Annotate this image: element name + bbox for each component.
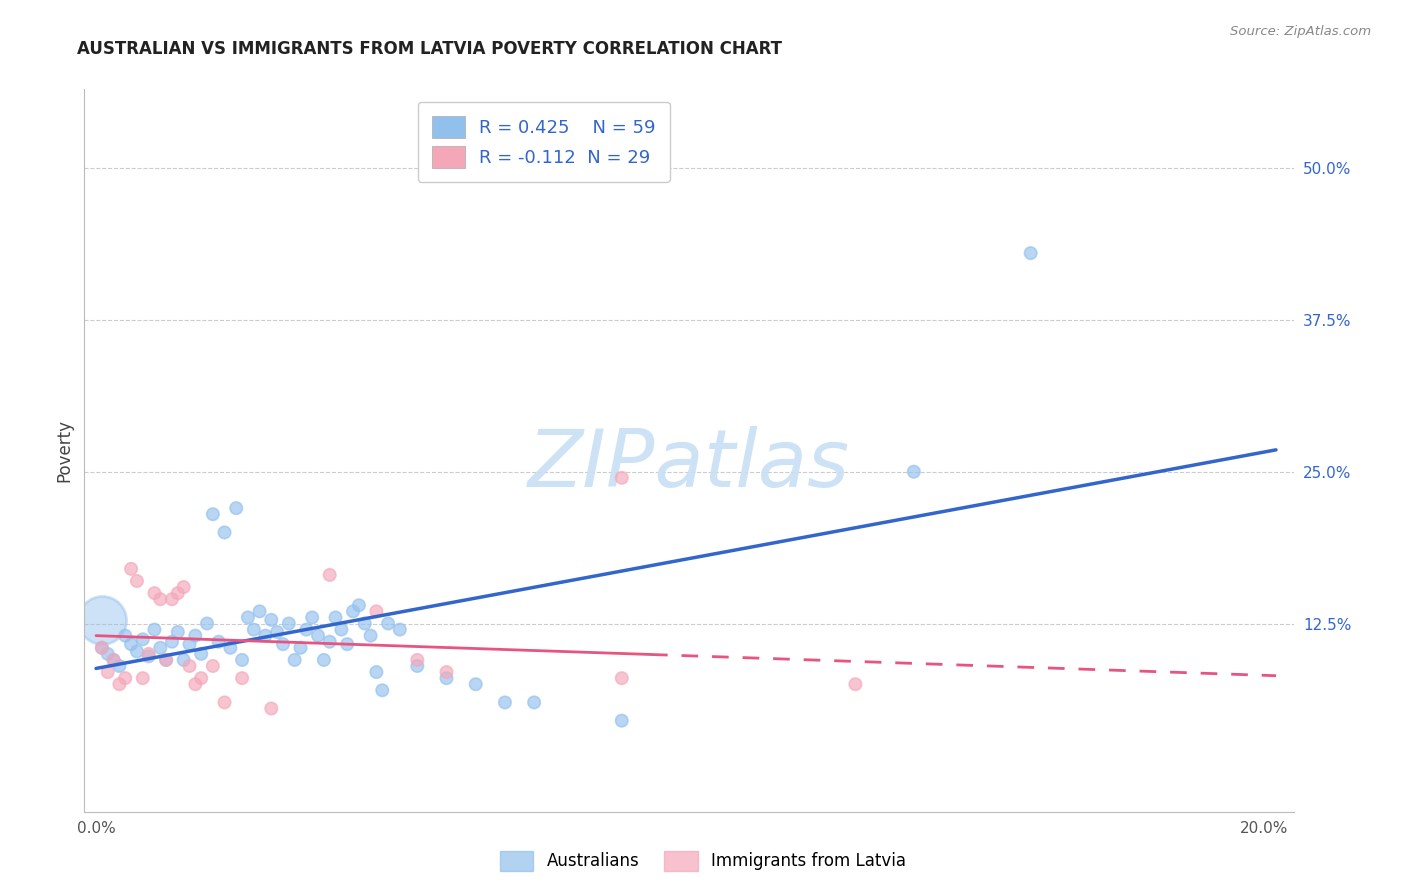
Point bbox=[201, 659, 224, 673]
Point bbox=[103, 653, 125, 667]
Point bbox=[464, 677, 486, 691]
Point bbox=[260, 701, 283, 715]
Point bbox=[143, 623, 166, 637]
Point bbox=[132, 671, 155, 685]
Point bbox=[103, 653, 125, 667]
Point bbox=[108, 677, 131, 691]
Point bbox=[494, 695, 516, 709]
Point bbox=[190, 671, 212, 685]
Point bbox=[90, 640, 112, 655]
Point bbox=[231, 653, 253, 667]
Point bbox=[249, 604, 271, 618]
Point bbox=[353, 616, 375, 631]
Point bbox=[225, 501, 247, 516]
Point bbox=[236, 610, 259, 624]
Point bbox=[290, 640, 312, 655]
Point bbox=[347, 599, 370, 613]
Point bbox=[436, 671, 458, 685]
Point bbox=[125, 574, 148, 588]
Point bbox=[173, 580, 195, 594]
Point bbox=[277, 616, 299, 631]
Point bbox=[360, 629, 382, 643]
Point bbox=[184, 629, 207, 643]
Point bbox=[844, 677, 866, 691]
Point bbox=[190, 647, 212, 661]
Y-axis label: Poverty: Poverty bbox=[55, 419, 73, 482]
Point bbox=[114, 671, 136, 685]
Point bbox=[149, 640, 172, 655]
Point bbox=[325, 610, 347, 624]
Point bbox=[132, 632, 155, 647]
Point bbox=[108, 659, 131, 673]
Point bbox=[184, 677, 207, 691]
Text: ZIPatlas: ZIPatlas bbox=[527, 425, 851, 504]
Point bbox=[97, 665, 120, 679]
Text: AUSTRALIAN VS IMMIGRANTS FROM LATVIA POVERTY CORRELATION CHART: AUSTRALIAN VS IMMIGRANTS FROM LATVIA POV… bbox=[77, 40, 782, 58]
Point bbox=[160, 592, 183, 607]
Point bbox=[1019, 246, 1042, 260]
Point bbox=[173, 653, 195, 667]
Point bbox=[260, 613, 283, 627]
Point bbox=[295, 623, 318, 637]
Point bbox=[436, 665, 458, 679]
Point bbox=[219, 640, 242, 655]
Point bbox=[120, 637, 142, 651]
Point bbox=[149, 592, 172, 607]
Point bbox=[143, 586, 166, 600]
Point bbox=[903, 465, 925, 479]
Point bbox=[166, 586, 188, 600]
Point bbox=[155, 653, 177, 667]
Point bbox=[214, 695, 236, 709]
Point bbox=[201, 507, 224, 521]
Point bbox=[610, 714, 633, 728]
Point bbox=[366, 665, 388, 679]
Point bbox=[138, 647, 160, 661]
Point bbox=[318, 568, 340, 582]
Point bbox=[195, 616, 218, 631]
Point bbox=[160, 634, 183, 648]
Point bbox=[342, 604, 364, 618]
Point bbox=[120, 562, 142, 576]
Point bbox=[208, 634, 231, 648]
Point bbox=[179, 659, 201, 673]
Point bbox=[155, 653, 177, 667]
Point bbox=[266, 625, 288, 640]
Point bbox=[610, 671, 633, 685]
Point bbox=[254, 629, 277, 643]
Point bbox=[330, 623, 353, 637]
Point bbox=[179, 637, 201, 651]
Point bbox=[114, 629, 136, 643]
Point bbox=[371, 683, 394, 698]
Point bbox=[406, 653, 429, 667]
Point bbox=[271, 637, 294, 651]
Legend: Australians, Immigrants from Latvia: Australians, Immigrants from Latvia bbox=[492, 842, 914, 880]
Point bbox=[90, 640, 112, 655]
Point bbox=[138, 649, 160, 664]
Point bbox=[312, 653, 335, 667]
Point bbox=[231, 671, 253, 685]
Point bbox=[125, 644, 148, 658]
Point bbox=[214, 525, 236, 540]
Point bbox=[523, 695, 546, 709]
Point bbox=[242, 623, 264, 637]
Point bbox=[318, 634, 340, 648]
Point bbox=[301, 610, 323, 624]
Point bbox=[366, 604, 388, 618]
Point bbox=[307, 629, 329, 643]
Legend: R = 0.425    N = 59, R = -0.112  N = 29: R = 0.425 N = 59, R = -0.112 N = 29 bbox=[418, 102, 671, 182]
Point bbox=[336, 637, 359, 651]
Point bbox=[406, 659, 429, 673]
Point bbox=[388, 623, 411, 637]
Text: Source: ZipAtlas.com: Source: ZipAtlas.com bbox=[1230, 25, 1371, 38]
Point bbox=[610, 471, 633, 485]
Point bbox=[90, 613, 112, 627]
Point bbox=[97, 647, 120, 661]
Point bbox=[377, 616, 399, 631]
Point bbox=[284, 653, 307, 667]
Point bbox=[166, 625, 188, 640]
